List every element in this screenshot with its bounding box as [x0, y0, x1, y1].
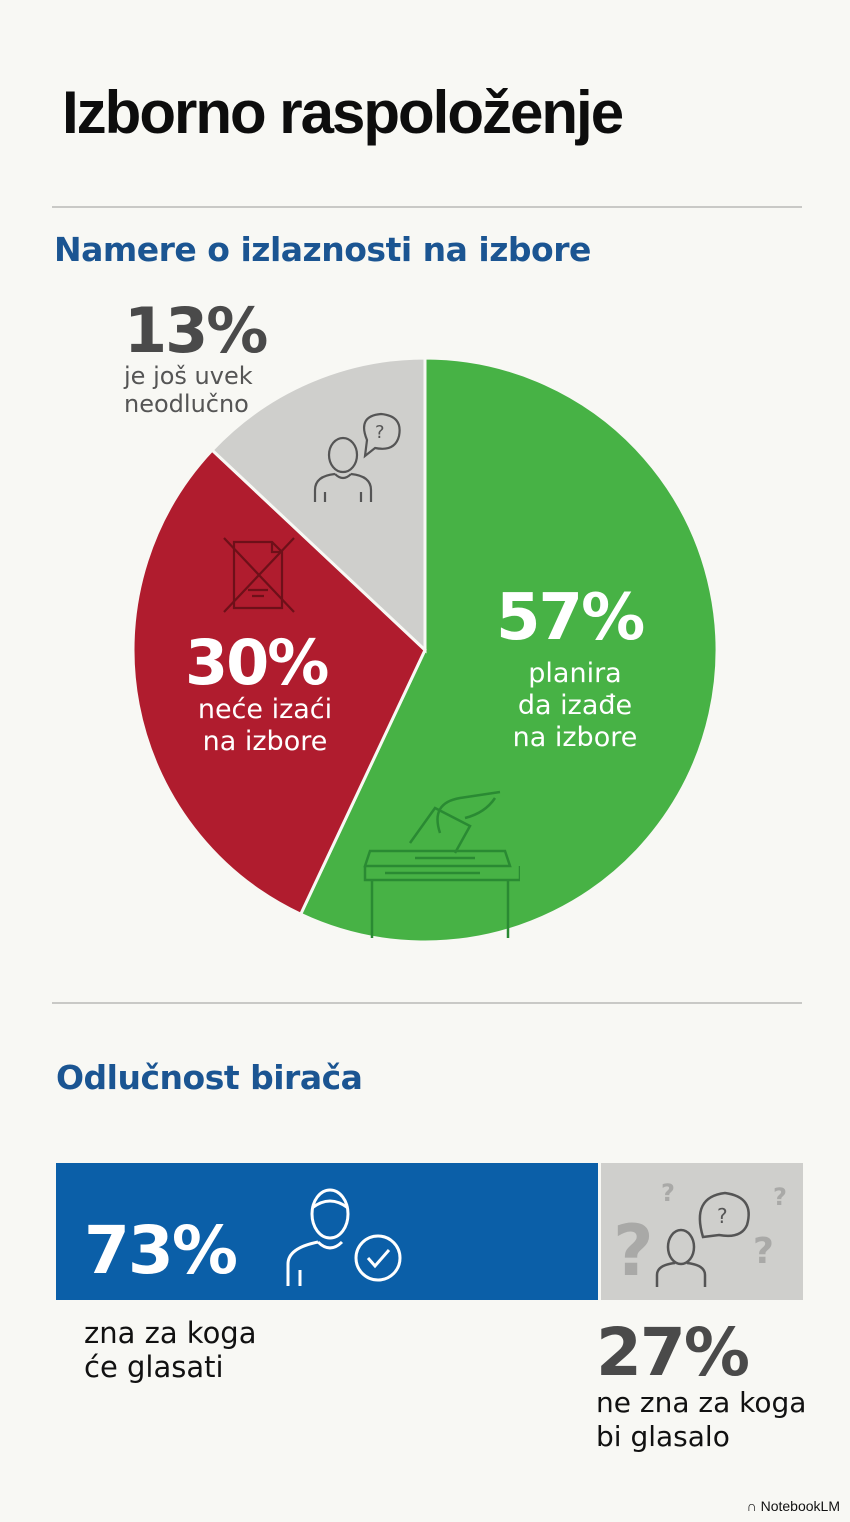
- pie-slice-undecided: [210, 356, 427, 654]
- decided-label-line: će glasati: [84, 1350, 224, 1384]
- no-turnout-label-line: neće izaći: [197, 694, 333, 725]
- no-turnout-label-line: na izbore: [202, 726, 328, 757]
- pie-slice-will-vote: [298, 356, 719, 944]
- decided-value: 73%: [84, 1212, 238, 1289]
- bar-segment-decided: [56, 1163, 599, 1300]
- divider: [52, 206, 802, 208]
- page-title: Izborno raspoloženje: [62, 79, 624, 146]
- undecided-label-line: je još uvek: [124, 362, 253, 390]
- svg-text:?: ?: [661, 1179, 675, 1207]
- turnout-label-line: na izbore: [512, 722, 638, 753]
- notebooklm-logo-icon: ∩: [746, 1498, 757, 1514]
- turnout-label-line: da izađe: [517, 690, 633, 721]
- brand-label: NotebookLM: [760, 1498, 840, 1514]
- decided-label: zna za koga će glasati: [84, 1316, 257, 1384]
- undecided-voters-label: ne zna za koga bi glasalo: [596, 1386, 806, 1454]
- pie-slice-will-not-vote: [131, 447, 427, 917]
- person-question-icon: ?: [313, 412, 401, 502]
- undecided-label-line: neodlučno: [124, 390, 249, 418]
- svg-text:?: ?: [773, 1183, 787, 1211]
- undecided-voters-label-line: bi glasalo: [596, 1420, 730, 1453]
- turnout-label: planira da izađe na izbore: [470, 658, 680, 754]
- pie-title: Namere o izlaznosti na izbore: [54, 230, 591, 269]
- divider: [52, 1002, 802, 1004]
- svg-text:?: ?: [717, 1204, 728, 1228]
- svg-text:?: ?: [613, 1210, 654, 1290]
- crossed-ballot-icon: [223, 537, 295, 613]
- notebooklm-watermark: ∩ NotebookLM: [747, 1498, 840, 1514]
- turnout-label-line: planira: [528, 658, 622, 689]
- ballot-box-icon: [363, 790, 520, 938]
- undecided-value: 13%: [124, 294, 268, 367]
- turnout-value: 57%: [496, 581, 645, 655]
- svg-text:?: ?: [375, 422, 385, 443]
- bar-title: Odlučnost birača: [56, 1058, 363, 1097]
- decided-label-line: zna za koga: [84, 1316, 257, 1350]
- pie-chart: [131, 356, 719, 944]
- svg-text:?: ?: [753, 1231, 774, 1272]
- no-turnout-value: 30%: [185, 626, 329, 699]
- undecided-voters-value: 27%: [596, 1314, 750, 1391]
- undecided-voters-label-line: ne zna za koga: [596, 1386, 807, 1419]
- person-questions-icon: ? ? ? ? ?: [613, 1179, 787, 1290]
- undecided-label: je još uvek neodlučno: [124, 362, 253, 418]
- person-check-icon: [286, 1188, 402, 1286]
- no-turnout-label: neće izaći na izbore: [160, 694, 370, 758]
